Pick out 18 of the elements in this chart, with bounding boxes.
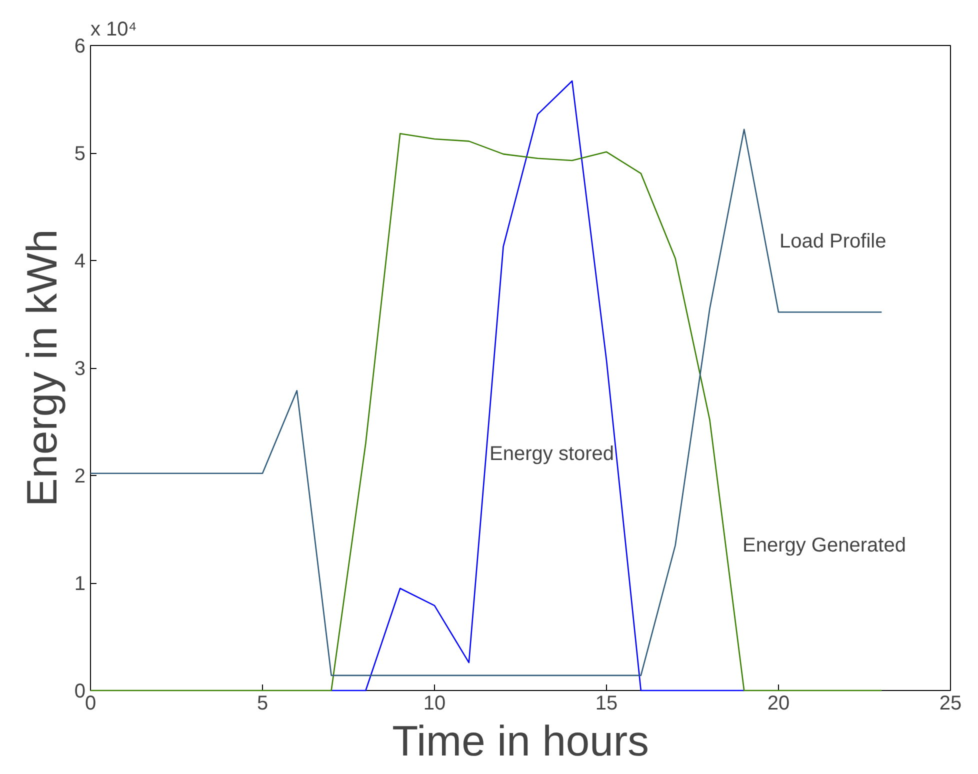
y-tick-label: 1 <box>74 573 86 595</box>
annotation: Energy Generated <box>742 534 906 556</box>
x-tick-label: 15 <box>595 692 618 714</box>
line-series <box>330 80 745 692</box>
annotation: Energy stored <box>490 443 614 465</box>
y-tick-label: 4 <box>74 250 86 272</box>
x-axis-title: Time in hours <box>392 718 649 766</box>
y-axis-title: Energy in kWh <box>18 229 66 507</box>
annotation: Load Profile <box>780 230 886 252</box>
y-tick-label: 3 <box>74 358 86 380</box>
x-tick-label: 10 <box>423 692 446 714</box>
x-tick-label: 25 <box>939 692 962 714</box>
text: x 10⁴ <box>90 18 137 40</box>
x-tick-label: 5 <box>256 692 268 714</box>
y-tick-label: 5 <box>74 143 86 165</box>
y-tick-label: 6 <box>74 36 86 58</box>
x-tick-label: 20 <box>767 692 790 714</box>
y-tick-label: 2 <box>74 466 86 488</box>
